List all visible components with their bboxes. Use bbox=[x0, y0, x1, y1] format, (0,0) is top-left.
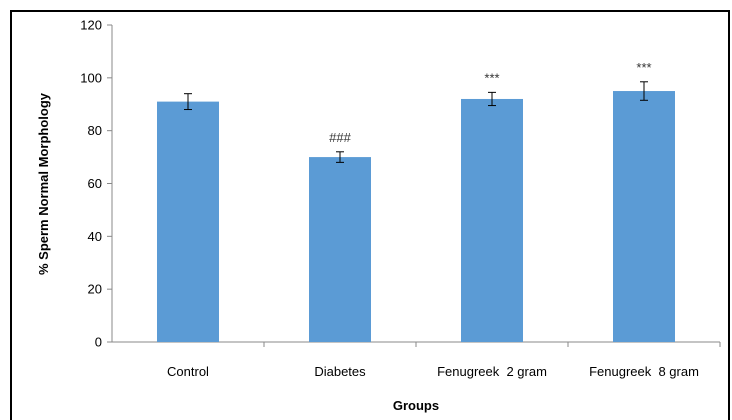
bar bbox=[157, 101, 219, 342]
bar bbox=[613, 91, 675, 343]
error-bar bbox=[336, 151, 344, 163]
y-axis-title: % Sperm Normal Morphology bbox=[36, 92, 51, 275]
bar bbox=[461, 98, 523, 342]
x-category-label: Fenugreek 8 gram bbox=[589, 364, 699, 379]
y-tick-label: 100 bbox=[80, 70, 102, 85]
y-tick-label: 120 bbox=[80, 18, 102, 33]
significance-annotation: ### bbox=[329, 130, 351, 145]
error-bar bbox=[184, 93, 192, 111]
x-category-label: Diabetes bbox=[314, 364, 366, 379]
y-tick-label: 60 bbox=[88, 176, 102, 191]
x-axis-title: Groups bbox=[393, 398, 439, 413]
bar bbox=[309, 157, 371, 342]
error-bars bbox=[184, 81, 648, 163]
y-tick-label: 20 bbox=[88, 282, 102, 297]
x-category-label: Control bbox=[167, 364, 209, 379]
chart-frame bbox=[10, 10, 730, 420]
significance-annotation: *** bbox=[484, 70, 499, 85]
x-category-label: Fenugreek 2 gram bbox=[437, 364, 547, 379]
y-tick-label: 40 bbox=[88, 229, 102, 244]
error-bar bbox=[488, 91, 496, 107]
y-tick-labels: 0 20 40 60 80 100 120 bbox=[80, 18, 102, 350]
significance-annotations: ### *** *** bbox=[329, 60, 651, 145]
bars bbox=[157, 91, 675, 343]
error-bar bbox=[640, 81, 648, 101]
y-tick-label: 0 bbox=[95, 335, 102, 350]
x-category-labels: Control Diabetes Fenugreek 2 gram Fenugreek… bbox=[167, 364, 699, 379]
y-tick-label: 80 bbox=[88, 123, 102, 138]
significance-annotation: *** bbox=[636, 60, 651, 75]
